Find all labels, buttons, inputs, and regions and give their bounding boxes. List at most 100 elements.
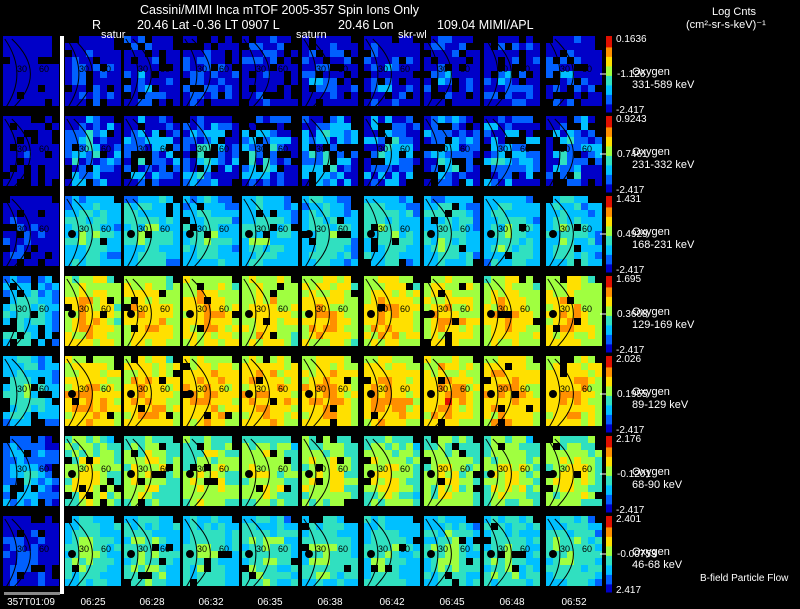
colorbar-mid: -0.1201 [617,469,651,480]
contour-label: 30 [560,224,570,234]
heatmap-panel: 30 60 [364,116,420,190]
time-tick-label: 06:35 [257,597,283,608]
heatmap-panel: 30 60 [302,196,358,270]
row-label: Oxygen 46-68 keV [632,546,682,572]
time-tick-label: 06:38 [317,597,343,608]
position-r-label: R [92,18,102,32]
species-label: Oxygen [632,386,670,398]
planet-marker [549,550,557,558]
row-label: Oxygen 168-231 keV [632,226,694,252]
planet-marker [245,390,253,398]
colorbar-mid: 0.7461 [617,149,648,160]
contour-label: 30 [498,544,508,554]
contour-label: 30 [316,544,326,554]
colorbar [600,196,612,273]
planet-marker [68,550,76,558]
separator-bar [60,36,64,594]
skr-wl-label: skr-wl [398,29,427,41]
colorbar-max: 0.1636 [616,34,647,45]
contour-label: 30 [138,64,148,74]
energy-label: 231-332 keV [632,159,695,171]
heatmap-panel: 30 60 [183,276,239,350]
heatmap-panel: 30 60 [242,516,298,590]
heatmap-panel: 30 60 [242,356,298,430]
contour-label: 30 [197,544,207,554]
planet-marker [367,470,375,478]
contour-label: 30 [138,384,148,394]
contour-label: 30 [79,64,89,74]
planet-marker [305,550,313,558]
contour-label: 60 [39,144,49,154]
contour-label: 30 [256,64,266,74]
colorbar-max: 2.026 [616,354,642,365]
contour-label: 60 [219,384,229,394]
contour-label: 60 [160,384,170,394]
heatmap-panel: 30 60 [65,36,121,110]
planet-marker [245,470,253,478]
heatmap-panel: 30 60 [124,516,180,590]
planet-marker [186,390,194,398]
contour-label: 60 [101,64,111,74]
colorbar-mid: 0.1955 [617,389,648,400]
contour-label: 60 [39,64,49,74]
colorbar [600,116,612,193]
colorbar [600,276,612,353]
contour-label: 60 [219,464,229,474]
planet-marker [487,390,495,398]
heatmap-panel: 30 60 [546,36,602,110]
contour-label: 60 [520,64,530,74]
contour-label: 60 [520,224,530,234]
contour-label: 30 [560,304,570,314]
contour-label: 60 [278,464,288,474]
row-label: Oxygen 331-589 keV [632,66,694,92]
contour-label: 60 [101,544,111,554]
contour-label: 30 [79,304,89,314]
contour-label: 30 [197,224,207,234]
heatmap-panel: 30 60 [302,36,358,110]
heatmap-panel: 30 60 [424,436,480,510]
contour-label: 30 [138,144,148,154]
heatmap-panel: 30 60 [546,276,602,350]
contour-label: 30 [438,544,448,554]
contour-label: 30 [316,304,326,314]
contour-label: 60 [582,224,592,234]
heatmap-panel: 30 60 [183,196,239,270]
colorbar-max: 2.176 [616,434,642,445]
contour-label: 30 [438,384,448,394]
chart-title: Cassini/MIMI Inca mTOF 2005-357 Spin Ion… [140,3,420,17]
contour-label: 60 [520,544,530,554]
contour-label: 30 [438,464,448,474]
contour-label: 60 [219,144,229,154]
planet-marker [549,310,557,318]
colorbar-mid: -0.00753 [617,549,657,560]
colorbar-max: 0.9243 [616,114,647,125]
contour-label: 30 [197,464,207,474]
contour-label: 30 [560,464,570,474]
heatmap-panel: 30 60 [484,36,540,110]
contour-label: 30 [79,224,89,234]
time-tick-label: 06:45 [439,597,465,608]
contour-label: 30 [498,384,508,394]
contour-label: 30 [316,144,326,154]
colorbar-mid: -1.126 [617,69,646,80]
contour-label: 30 [79,464,89,474]
planet-marker [186,550,194,558]
contour-label: 30 [256,464,266,474]
planet-marker [245,310,253,318]
contour-label: 60 [160,304,170,314]
contour-label: 60 [101,144,111,154]
planet-marker [487,310,495,318]
planet-marker [305,230,313,238]
contour-label: 30 [560,544,570,554]
contour-label: 60 [101,304,111,314]
heatmap-panel: 30 60 [546,196,602,270]
contour-label: 30 [498,64,508,74]
planet-marker [127,310,135,318]
energy-label: 168-231 keV [632,239,695,251]
planet-marker [127,550,135,558]
heatmap-panel: 30 60 [424,516,480,590]
contour-label: 60 [338,464,348,474]
heatmap-panel: 30 60 [183,116,239,190]
heatmap-panel: 30 60 [484,356,540,430]
heatmap-panel: 30 60 [3,436,59,510]
